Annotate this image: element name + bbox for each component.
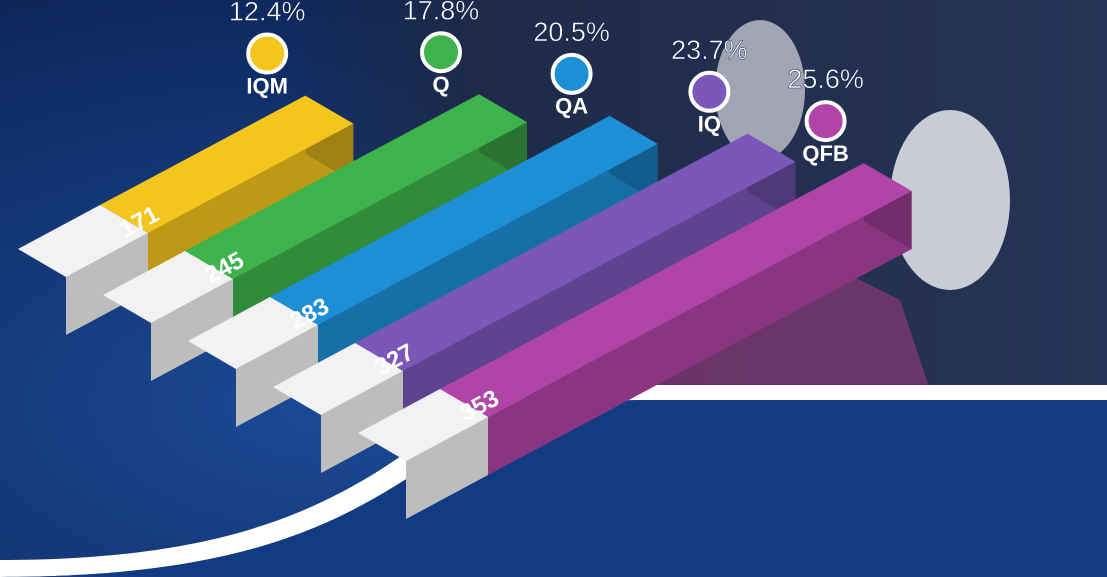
percent-label: 20.5%	[533, 17, 610, 47]
base-cube-top	[273, 343, 403, 415]
bar-top	[355, 133, 796, 371]
base-cube	[273, 343, 403, 473]
percent-label: 17.8%	[403, 0, 480, 25]
bars: 17112.4%IQM24517.8%Q28320.5%QA32723.7%IQ…	[18, 0, 912, 519]
base-cube	[103, 251, 233, 381]
base-cube-front-shade	[66, 233, 148, 335]
base-cube-top	[358, 389, 488, 461]
percent-dot	[804, 100, 847, 143]
base-cube-front-shade	[321, 371, 403, 473]
percent-label: 12.4%	[229, 0, 306, 27]
bar-front	[488, 191, 912, 475]
bar-top	[100, 95, 354, 233]
base-cube-front	[66, 233, 148, 335]
percent-dot	[246, 32, 289, 75]
lower-panel	[0, 400, 1107, 577]
base-cube-front-shade	[151, 279, 233, 381]
base-cube-top	[103, 251, 233, 323]
photo-shape	[890, 110, 1010, 290]
category-label: QA	[555, 94, 588, 119]
category-label: IQM	[246, 73, 288, 98]
base-cube-top	[18, 205, 148, 277]
percent-dot	[420, 31, 462, 74]
category-label: QFB	[802, 141, 848, 166]
base-cube-front	[236, 325, 318, 427]
base-cube-front	[151, 279, 233, 381]
base-cube-front-shade	[406, 417, 488, 519]
bar-front-shade	[488, 191, 912, 475]
percent-dot	[688, 70, 731, 113]
percent-dot	[550, 52, 593, 95]
base-cube-front	[321, 371, 403, 473]
category-label: Q	[432, 72, 449, 97]
base-cube	[18, 205, 148, 335]
percent-label: 25.6%	[787, 64, 864, 94]
base-cube-front-shade	[236, 325, 318, 427]
swoosh	[0, 385, 1107, 577]
base-cube	[188, 297, 318, 427]
percent-label: 23.7%	[671, 35, 748, 65]
bar-top	[440, 163, 912, 417]
category-label: IQ	[698, 112, 721, 137]
bar	[440, 163, 912, 475]
base-cube-top	[188, 297, 318, 369]
bar-top	[270, 115, 658, 326]
bar-top	[185, 94, 527, 279]
base-cube-front	[406, 417, 488, 519]
photo-shape	[715, 20, 805, 160]
base-cube	[358, 389, 488, 519]
